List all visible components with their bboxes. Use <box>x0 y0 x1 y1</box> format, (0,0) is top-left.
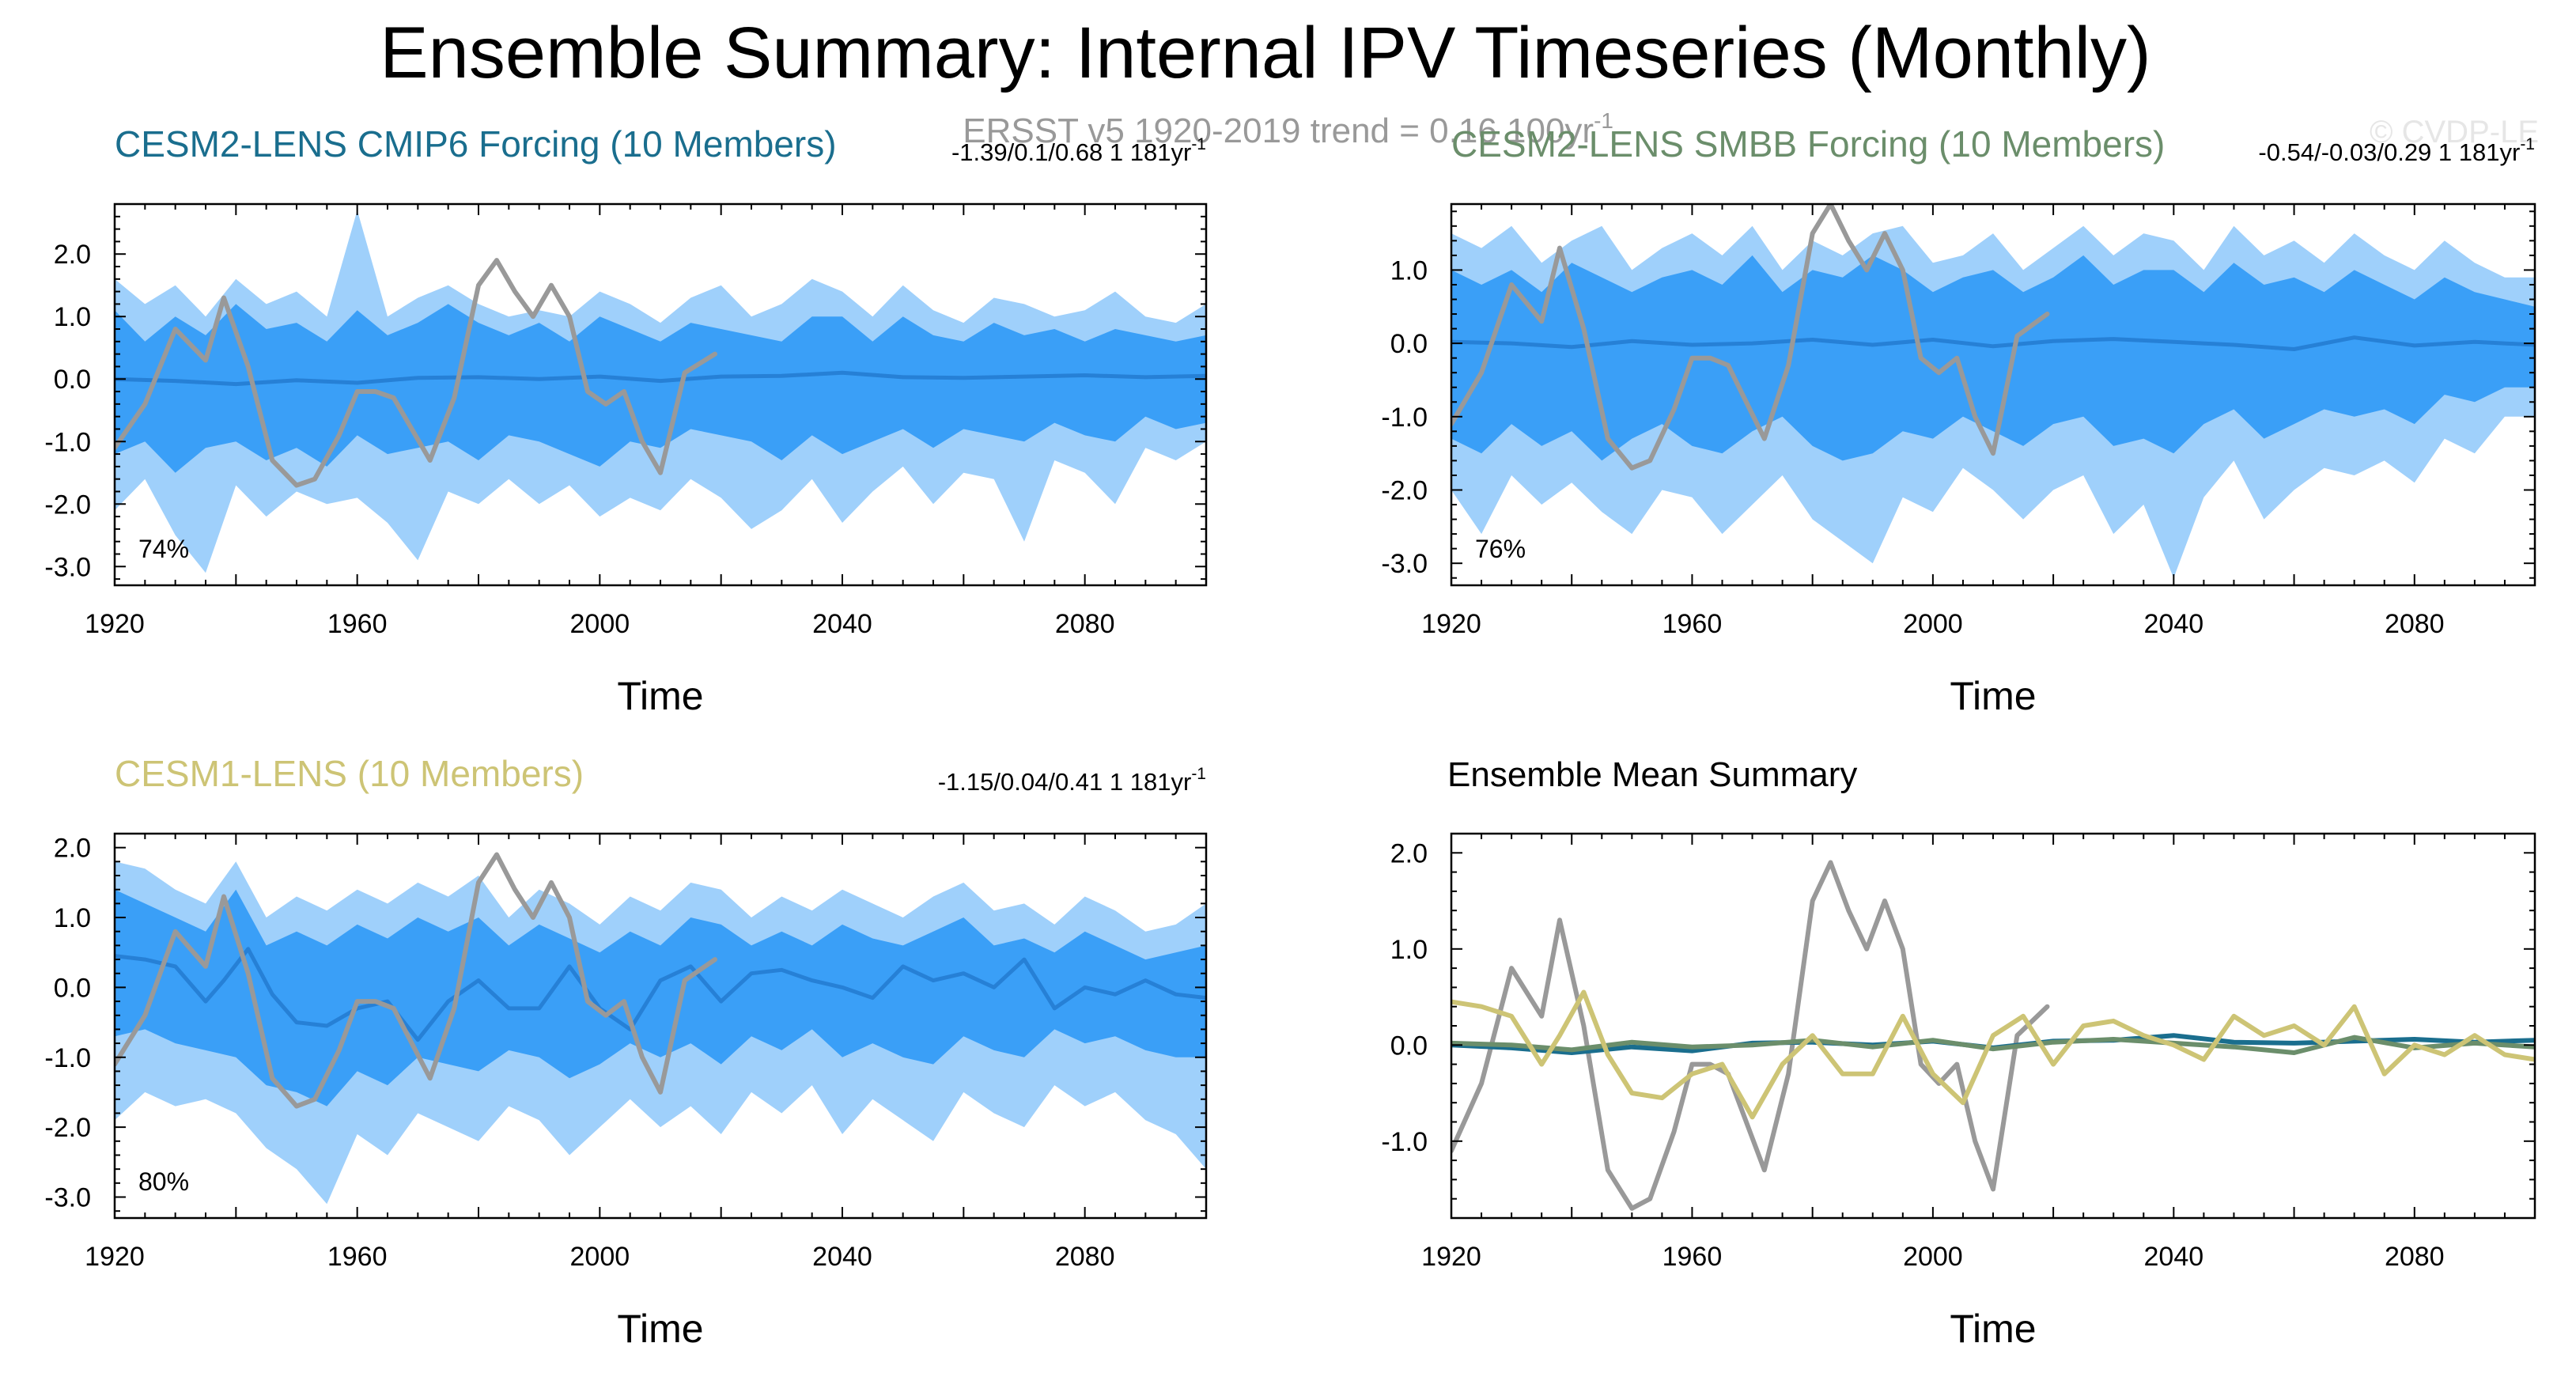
y-tick-label: 0.0 <box>1390 1031 1428 1061</box>
y-tick-label: -2.0 <box>44 490 91 520</box>
percent-label: 76% <box>1475 535 1526 563</box>
percent-label: 74% <box>138 535 189 563</box>
panel-4: 1920 1960 2000 2040 2080 2.0 1.0 0.0 -1.0 Time Ens… <box>1381 755 2536 1351</box>
y-tick-label: 2.0 <box>54 834 91 864</box>
y-tick-label: -3.0 <box>1381 549 1428 579</box>
panel-stats-text: -1.39/0.1/0.68 1 181yr <box>951 138 1191 166</box>
x-tick-label: 2000 <box>1903 609 1963 639</box>
x-tick-label: 2080 <box>2385 609 2445 639</box>
x-tick-label: 2000 <box>570 1242 630 1272</box>
y-tick-label: 1.0 <box>54 302 91 332</box>
obs-line <box>1451 204 2050 471</box>
x-tick-label: 1960 <box>327 1242 388 1272</box>
panel-stats: -1.39/0.1/0.68 1 181yr-1 <box>951 135 1206 166</box>
percent-label: 80% <box>138 1167 189 1196</box>
y-tick-label: -3.0 <box>44 1182 91 1212</box>
y-tick-label: -1.0 <box>1381 1127 1428 1157</box>
y-tick-label: 1.0 <box>1390 935 1428 965</box>
x-tick-label: 2080 <box>2385 1242 2445 1272</box>
x-tick-label: 1960 <box>1662 1242 1723 1272</box>
y-tick-label: -2.0 <box>1381 476 1428 506</box>
x-tick-label: 2040 <box>812 609 872 639</box>
obs-line <box>115 258 717 488</box>
plot-area <box>1451 860 2535 1211</box>
obs-trend-text: ERSST v5 1920-2019 trend = 0.16 100yr <box>963 112 1594 150</box>
y-tick-label: -1.0 <box>44 1043 91 1073</box>
obs-trend-label: ERSST v5 1920-2019 trend = 0.16 100yr-1 <box>963 108 1613 150</box>
x-tick-label: 2000 <box>1903 1242 1963 1272</box>
panel-stats-sup: -1 <box>1191 765 1206 783</box>
x-axis-title: Time <box>617 674 703 718</box>
spread-band-inner <box>115 304 1206 473</box>
spread-band-inner <box>115 889 1206 1107</box>
panel-title: CESM1-LENS (10 Members) <box>115 753 584 794</box>
panel-stats: -0.54/-0.03/0.29 1 181yr-1 <box>2258 135 2535 166</box>
x-axis-title: Time <box>1950 674 2036 718</box>
panel-stats-sup: -1 <box>2520 135 2535 153</box>
series-line <box>1451 860 2050 1211</box>
y-tick-label: -3.0 <box>44 552 91 582</box>
x-tick-label: 2040 <box>812 1242 872 1272</box>
panel-title: CESM2-LENS CMIP6 Forcing (10 Members) <box>115 123 837 165</box>
plot-frame <box>1450 832 2536 1220</box>
x-tick-label: 2080 <box>1055 609 1115 639</box>
y-tick-label: 2.0 <box>1390 838 1428 868</box>
ensemble-mean-line <box>115 947 1206 1042</box>
x-tick-label: 2040 <box>2144 609 2204 639</box>
y-tick-label: -1.0 <box>44 427 91 457</box>
x-tick-label: 2040 <box>2144 1242 2204 1272</box>
x-tick-label: 2080 <box>1055 1242 1115 1272</box>
x-tick-label: 1920 <box>85 609 145 639</box>
series-line <box>1451 989 2535 1120</box>
panel-3: 1920 1960 2000 2040 2080 2.0 1.0 0.0 -1.0 -2.0 -3.… <box>44 753 1208 1351</box>
spread-band-inner <box>1451 255 2535 461</box>
ensemble-mean-line <box>1451 335 2535 351</box>
plot-area <box>115 852 1206 1205</box>
plot-area <box>1451 204 2535 578</box>
panel-stats-sup: -1 <box>1191 135 1206 153</box>
x-tick-label: 1960 <box>1662 609 1723 639</box>
obs-trend-sup: -1 <box>1594 108 1613 133</box>
x-tick-label: 1960 <box>327 609 388 639</box>
panel-title: CESM2-LENS SMBB Forcing (10 Members) <box>1451 123 2165 165</box>
x-tick-label: 1920 <box>1421 609 1481 639</box>
x-tick-label: 1920 <box>85 1242 145 1272</box>
x-tick-label: 1920 <box>1421 1242 1481 1272</box>
x-axis-title: Time <box>617 1307 703 1351</box>
panel-1: 1920 1960 2000 2040 2080 2.0 1.0 0.0 -1.0 -2.0 -3.… <box>44 123 1208 718</box>
y-tick-label: -1.0 <box>1381 403 1428 433</box>
y-tick-label: 0.0 <box>1390 329 1428 359</box>
obs-line <box>115 852 717 1109</box>
watermark: © CVDP-LE <box>2370 115 2539 149</box>
y-tick-label: 1.0 <box>54 903 91 933</box>
y-tick-label: -2.0 <box>44 1113 91 1143</box>
figure-title: Ensemble Summary: Internal IPV Timeserie… <box>380 13 2150 93</box>
series-line <box>1451 1035 2535 1055</box>
panel-stats-text: -1.15/0.04/0.41 1 181yr <box>938 768 1192 796</box>
plot-area <box>115 210 1206 573</box>
y-tick-label: 1.0 <box>1390 255 1428 286</box>
x-tick-label: 2000 <box>570 609 630 639</box>
x-axis-title: Time <box>1950 1307 2036 1351</box>
panel-title: Ensemble Mean Summary <box>1447 755 1857 794</box>
panel-2: 1920 1960 2000 2040 2080 1.0 0.0 -1.0 -2.0 -3.0 Ti… <box>1381 123 2536 718</box>
panel-stats: -1.15/0.04/0.41 1 181yr-1 <box>938 765 1206 796</box>
y-tick-label: 0.0 <box>54 365 91 395</box>
panel-stats-text: -0.54/-0.03/0.29 1 181yr <box>2258 138 2520 166</box>
y-tick-label: 2.0 <box>54 240 91 270</box>
y-tick-label: 0.0 <box>54 973 91 1003</box>
ensemble-mean-line <box>115 370 1206 387</box>
